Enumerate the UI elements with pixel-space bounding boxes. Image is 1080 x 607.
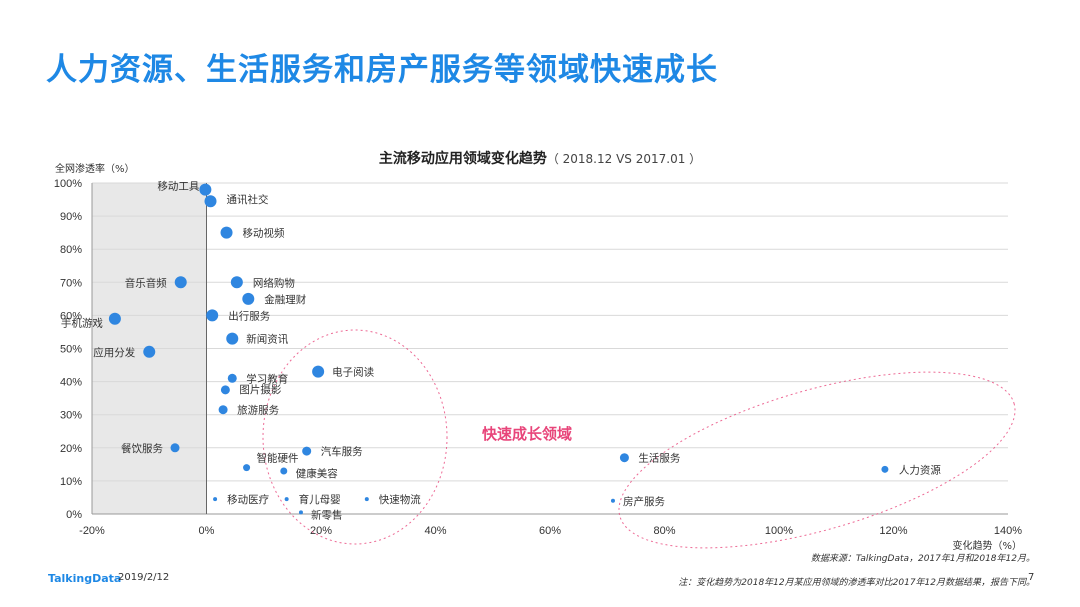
data-point (242, 292, 255, 305)
x-tick-label: 140% (994, 525, 1022, 537)
x-tick-label: 40% (424, 525, 446, 537)
data-source: 数据来源：TalkingData，2017年1月和2018年12月。 (810, 554, 1035, 564)
data-label: 人力资源 (899, 463, 941, 476)
data-label: 学习教育 (246, 372, 288, 385)
y-tick-label: 60% (60, 310, 82, 322)
x-tick-label: 0% (199, 525, 215, 537)
data-point (206, 309, 219, 322)
data-point (364, 497, 369, 502)
y-tick-label: 0% (66, 509, 82, 521)
data-label: 新零售 (311, 508, 343, 521)
data-label: 餐饮服务 (121, 442, 163, 455)
data-point (298, 510, 303, 515)
data-point (227, 373, 237, 383)
highlight-ellipse-left (262, 329, 448, 545)
data-label: 音乐音频 (125, 276, 167, 289)
data-point (220, 385, 230, 395)
page-number: 7 (1028, 572, 1035, 583)
data-point (610, 498, 615, 503)
x-tick-label: 60% (539, 525, 561, 537)
chart-title-main: 主流移动应用领域变化趋势 (378, 151, 547, 167)
data-label: 手机游戏 (61, 317, 103, 330)
data-point (881, 465, 889, 473)
data-point (213, 497, 218, 502)
data-label: 育儿母婴 (299, 493, 341, 506)
data-label: 快速物流 (379, 493, 421, 506)
chart-title: 主流移动应用领域变化趋势（ 2018.12 VS 2017.01 ） (0, 148, 1080, 168)
data-point (302, 446, 312, 456)
data-label: 智能硬件 (257, 452, 299, 465)
data-point (220, 226, 233, 239)
data-label: 图片摄影 (239, 383, 281, 396)
highlight-ellipse-right (618, 371, 1016, 549)
data-label: 汽车服务 (321, 445, 363, 458)
data-point (204, 195, 217, 208)
data-label: 移动视频 (243, 227, 285, 240)
data-point (230, 276, 243, 289)
footer-date: 2019/2/12 (118, 572, 170, 583)
x-tick-label: 20% (310, 525, 332, 537)
y-tick-label: 40% (60, 377, 82, 389)
y-tick-label: 50% (60, 344, 82, 356)
data-point (218, 405, 228, 415)
y-tick-label: 10% (60, 476, 82, 488)
data-label: 旅游服务 (237, 404, 279, 417)
x-tick-label: 80% (653, 525, 675, 537)
y-tick-label: 80% (60, 244, 82, 256)
y-tick-label: 20% (60, 443, 82, 455)
y-tick-label: 30% (60, 410, 82, 422)
data-label: 金融理财 (264, 293, 306, 306)
data-label: 健康美容 (296, 467, 338, 480)
footnote: 注：变化趋势为2018年12月某应用领域的渗透率对比2017年12月数据结果，报… (678, 578, 1035, 588)
data-label: 通讯社交 (227, 193, 269, 206)
data-point (284, 497, 289, 502)
data-label: 生活服务 (638, 452, 680, 465)
annotation-label: 快速成长领域 (482, 425, 572, 443)
brand-logo: TalkingData (48, 572, 122, 585)
x-tick-label: -20% (79, 525, 105, 537)
data-label: 新闻资讯 (246, 333, 288, 346)
y-tick-label: 70% (60, 277, 82, 289)
data-label: 房产服务 (623, 495, 665, 508)
data-label: 移动医疗 (227, 493, 269, 506)
data-point (226, 332, 239, 345)
data-point (243, 464, 251, 472)
y-axis-label: 全网渗透率（%） (55, 162, 135, 175)
data-point (199, 183, 212, 196)
data-point (174, 276, 187, 289)
x-axis-label: 变化趋势（%） (952, 539, 1022, 552)
y-tick-label: 100% (54, 178, 82, 190)
data-point (619, 453, 629, 463)
data-point (108, 312, 121, 325)
data-point (312, 365, 325, 378)
data-point (143, 345, 156, 358)
x-tick-label: 120% (879, 525, 907, 537)
y-tick-label: 90% (60, 211, 82, 223)
data-label: 网络购物 (253, 276, 295, 289)
x-tick-label: 100% (765, 525, 793, 537)
data-label: 应用分发 (93, 346, 135, 359)
data-point (280, 467, 288, 475)
data-label: 出行服务 (228, 309, 270, 322)
data-label: 电子阅读 (332, 366, 374, 379)
data-point (170, 443, 180, 453)
data-label: 移动工具 (157, 180, 199, 193)
chart-title-subtitle: （ 2018.12 VS 2017.01 ） (546, 152, 702, 166)
page-title: 人力资源、生活服务和房产服务等领域快速成长 (46, 52, 718, 88)
